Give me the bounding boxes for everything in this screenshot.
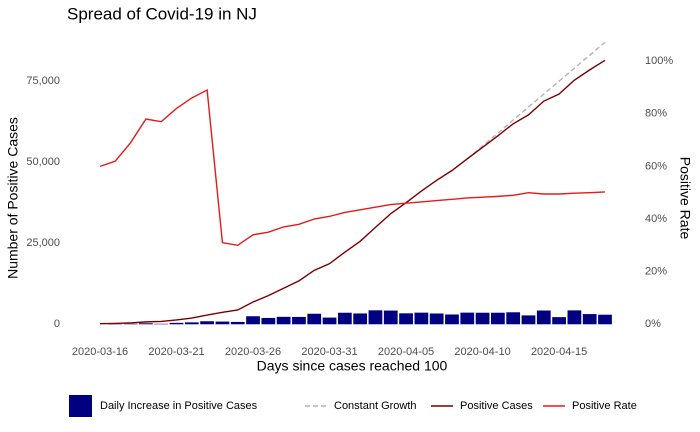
bar [322,317,337,325]
y2-tick-label: 100% [645,55,673,67]
bar [536,310,551,325]
bar [475,312,490,325]
y2-tick-label: 80% [645,108,667,120]
y2-tick-label: 0% [645,318,661,330]
x-tick-label: 2020-03-26 [225,346,281,358]
bar [261,317,276,325]
y-tick-label: 50,000 [26,156,60,168]
bar [230,321,245,325]
bar [307,313,322,325]
y-tick-label: 0 [54,318,60,330]
bar [337,312,352,325]
bar [460,312,475,325]
bar [445,314,459,325]
y-axis-title: Number of Positive Cases [5,117,21,279]
bar [123,323,138,325]
bar [353,313,368,325]
bar [276,316,291,325]
legend-label: Positive Rate [572,400,637,412]
y-tick-label: 25,000 [26,237,60,249]
x-tick-label: 2020-03-31 [301,346,357,358]
legend-swatch [69,395,92,417]
bar [521,315,536,325]
legend-label: Daily Increase in Positive Cases [100,400,258,412]
bar [399,313,413,325]
bar [184,322,199,325]
x-tick-label: 2020-03-21 [148,346,204,358]
x-tick-label: 2020-04-05 [378,346,434,358]
x-tick-label: 2020-04-15 [531,346,587,358]
bar [169,322,184,325]
bar [292,316,306,325]
bar [552,317,566,325]
x-axis-title: Days since cases reached 100 [257,358,448,374]
bar [582,314,597,325]
line [466,41,606,160]
bar [490,312,505,325]
y2-axis-title: Positive Rate [677,157,693,240]
legend-label: Positive Cases [460,400,533,412]
bar [506,312,521,325]
bar [429,313,444,325]
bar [598,314,612,325]
bar [567,310,582,325]
chart-title: Spread of Covid-19 in NJ [67,4,257,23]
line [99,59,606,325]
bar [139,323,153,325]
y-tick-label: 75,000 [26,75,60,87]
bar [414,312,429,325]
y2-tick-label: 20% [645,266,667,278]
bar [368,310,383,325]
y2-tick-label: 60% [645,160,667,172]
legend-label: Constant Growth [334,400,417,412]
bar [383,310,398,325]
bar [200,321,215,325]
bar [215,321,230,325]
y2-tick-label: 40% [645,213,667,225]
x-tick-label: 2020-04-10 [454,346,510,358]
x-tick-label: 2020-03-16 [72,346,128,358]
line [99,88,606,247]
bar [246,316,260,325]
